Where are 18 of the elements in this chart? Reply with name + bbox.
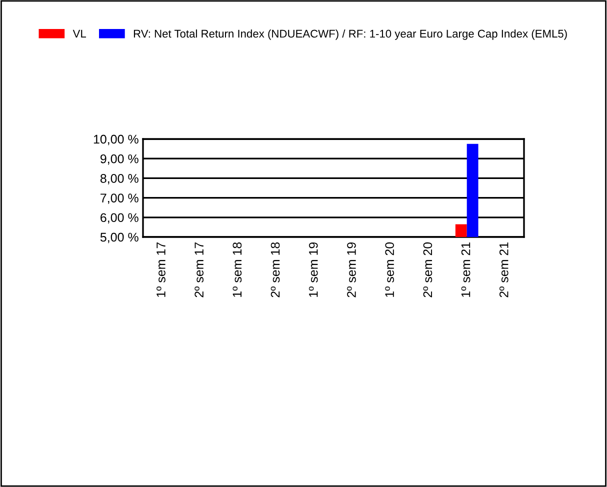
legend-label: RV: Net Total Return Index (NDUEACWF) / RF: 1-10 year Euro Large Cap Index (EML5) [134, 29, 567, 40]
y-tick-label: 5,00 % [100, 232, 138, 244]
x-tick-label: 1º sem 18 [232, 242, 242, 297]
legend-label: VL [72, 30, 86, 38]
y-tick-label: 7,00 % [100, 194, 138, 204]
x-tick-label: 1º sem 17 [156, 242, 166, 297]
x-tick-label: 2º sem 17 [194, 242, 204, 298]
x-tick-label: 1º sem 20 [385, 242, 394, 297]
x-tick-label: 2º sem 21 [499, 242, 508, 298]
x-tick-label: 1º sem 19 [308, 242, 318, 297]
y-tick-label: 6,00 % [100, 213, 138, 224]
y-tick-label: 9,00 % [100, 154, 138, 165]
x-tick-label: 2º sem 18 [270, 242, 280, 298]
x-tick-label: 1º sem 21 [461, 242, 470, 297]
y-tick-label: 8,00 % [100, 174, 138, 184]
x-tick-label: 2º sem 20 [423, 242, 432, 298]
x-tick-label: 2º sem 19 [347, 242, 356, 298]
y-tick-label: 10,00 % [94, 134, 138, 146]
